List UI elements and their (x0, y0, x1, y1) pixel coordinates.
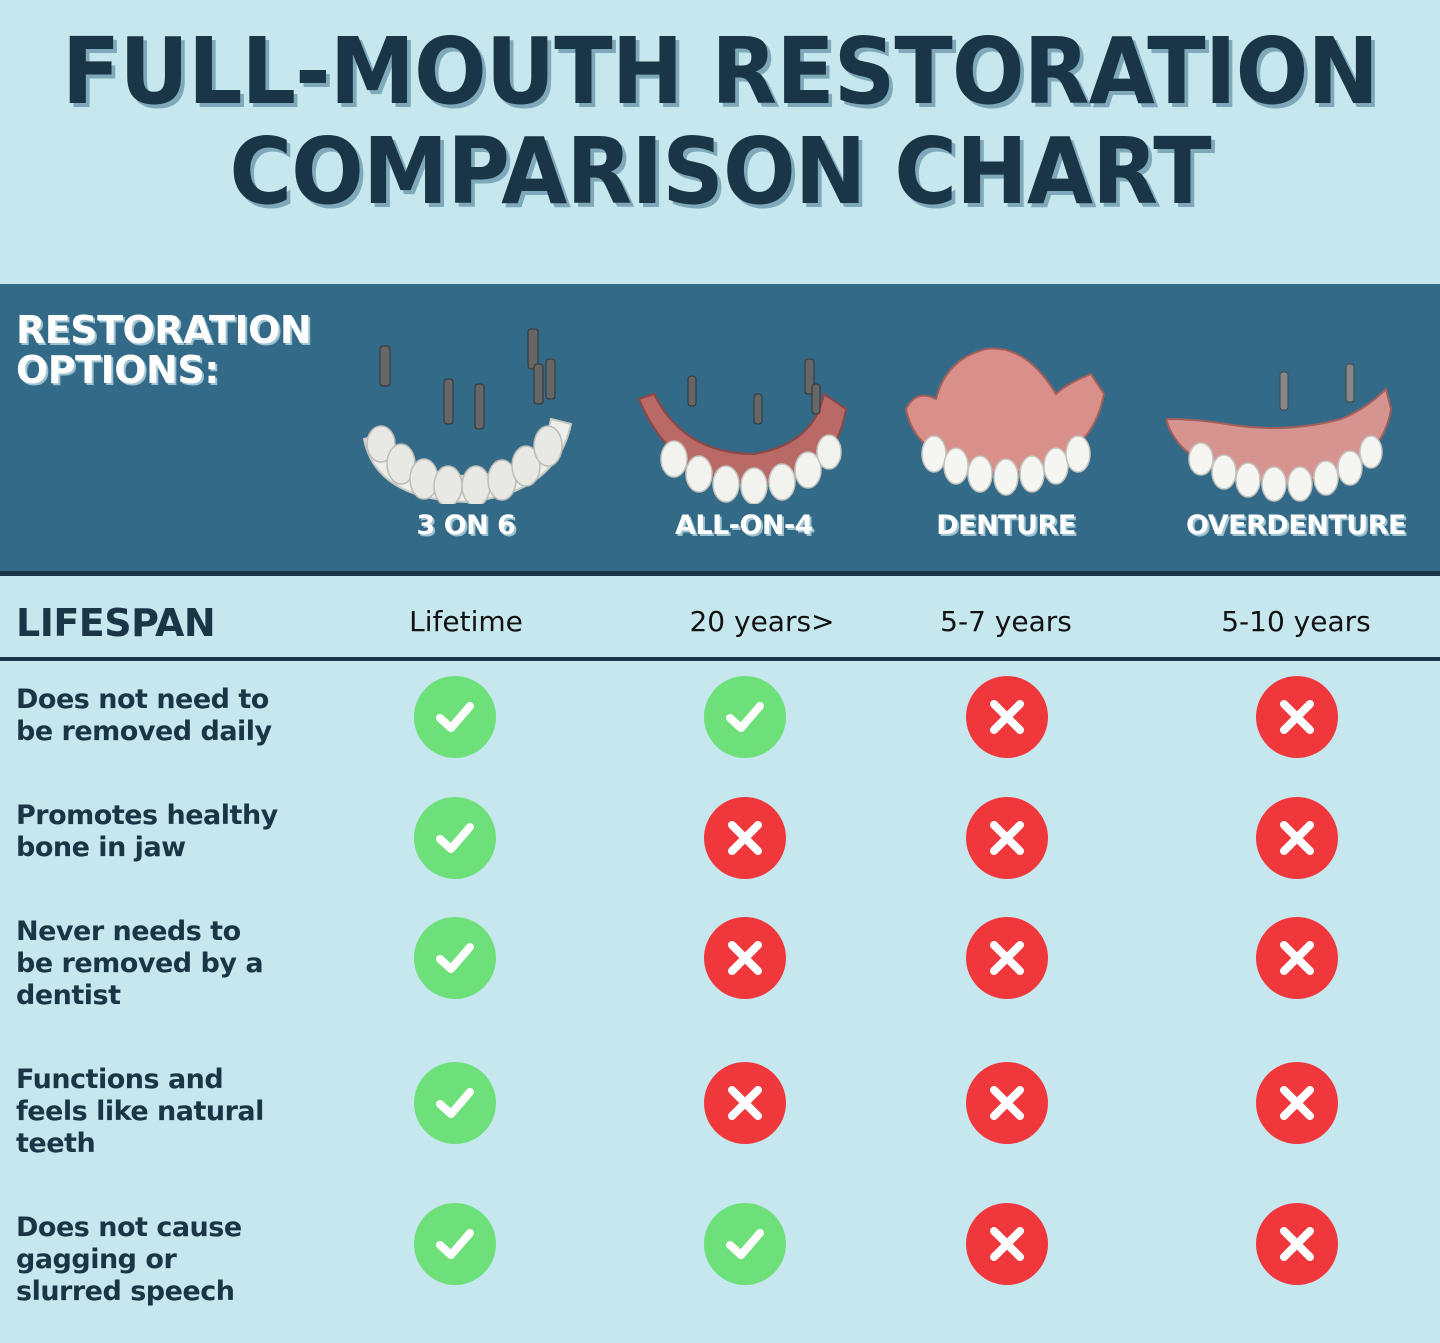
feature-label: Functions and feels like natural teeth (16, 1064, 336, 1160)
check-icon (414, 1062, 496, 1144)
x-icon (966, 676, 1048, 758)
check-icon (414, 676, 496, 758)
column-label-all-on-4: ALL-ON-4 (674, 510, 814, 541)
x-icon (1256, 797, 1338, 879)
column-label-denture: DENTURE (936, 510, 1076, 541)
column-overdenture: OVERDENTURE (1166, 284, 1426, 576)
3-on-6-illustration-icon (362, 328, 573, 504)
lifespan-all-on-4: 20 years> (689, 605, 835, 638)
x-icon (1256, 1203, 1338, 1285)
x-icon (966, 1062, 1048, 1144)
check-icon (414, 1203, 496, 1285)
feature-label-line: Does not need to (16, 684, 269, 715)
x-icon (1256, 1062, 1338, 1144)
page-title: FULL-MOUTH RESTORATION COMPARISON CHART (50, 22, 1389, 222)
feature-label-line: teeth (16, 1128, 96, 1159)
feature-label-line: Promotes healthy (16, 800, 278, 831)
feature-label-line: dentist (16, 980, 121, 1011)
x-icon (704, 1062, 786, 1144)
x-icon (1256, 917, 1338, 999)
feature-label-line: be removed by a (16, 948, 264, 979)
lifespan-3-on-6: Lifetime (409, 605, 523, 638)
feature-label: Promotes healthy bone in jaw (16, 800, 336, 864)
feature-label-line: Does not cause (16, 1212, 242, 1243)
x-icon (704, 797, 786, 879)
column-denture: DENTURE (876, 284, 1136, 576)
feature-label-line: feels like natural (16, 1096, 264, 1127)
options-label-line-2: OPTIONS: (16, 348, 219, 392)
lifespan-overdenture: 5-10 years (1221, 605, 1371, 638)
title-line-1: FULL-MOUTH RESTORATION (61, 18, 1379, 125)
options-label-line-1: RESTORATION (16, 308, 312, 352)
all-on-4-illustration-icon (637, 358, 848, 504)
feature-label-line: slurred speech (16, 1276, 235, 1307)
feature-label: Does not need to be removed daily (16, 684, 336, 748)
lifespan-denture: 5-7 years (940, 605, 1072, 638)
lifespan-row: LIFESPAN Lifetime 20 years> 5-7 years 5-… (0, 581, 1440, 661)
feature-label: Never needs to be removed by a dentist (16, 916, 336, 1012)
feature-label-line: gagging or (16, 1244, 177, 1275)
feature-label: Does not cause gagging or slurred speech (16, 1212, 336, 1308)
denture-illustration-icon (904, 347, 1106, 496)
check-icon (704, 676, 786, 758)
restoration-options-header: RESTORATION OPTIONS: 3 ON 6 (0, 284, 1440, 576)
x-icon (966, 1203, 1048, 1285)
x-icon (1256, 676, 1338, 758)
overdenture-illustration-icon (1166, 363, 1393, 502)
check-icon (414, 917, 496, 999)
x-icon (704, 917, 786, 999)
feature-label-line: bone in jaw (16, 832, 186, 863)
title-line-2: COMPARISON CHART (229, 118, 1211, 225)
feature-label-line: Never needs to (16, 916, 241, 947)
x-icon (966, 917, 1048, 999)
lifespan-label: LIFESPAN (16, 601, 216, 645)
check-icon (704, 1203, 786, 1285)
column-all-on-4: ALL-ON-4 (614, 284, 874, 576)
column-label-3-on-6: 3 ON 6 (416, 510, 516, 541)
restoration-options-label: RESTORATION OPTIONS: (16, 308, 312, 392)
feature-label-line: be removed daily (16, 716, 272, 747)
column-label-overdenture: OVERDENTURE (1186, 510, 1406, 541)
feature-label-line: Functions and (16, 1064, 224, 1095)
column-3-on-6: 3 ON 6 (336, 284, 596, 576)
x-icon (966, 797, 1048, 879)
check-icon (414, 797, 496, 879)
